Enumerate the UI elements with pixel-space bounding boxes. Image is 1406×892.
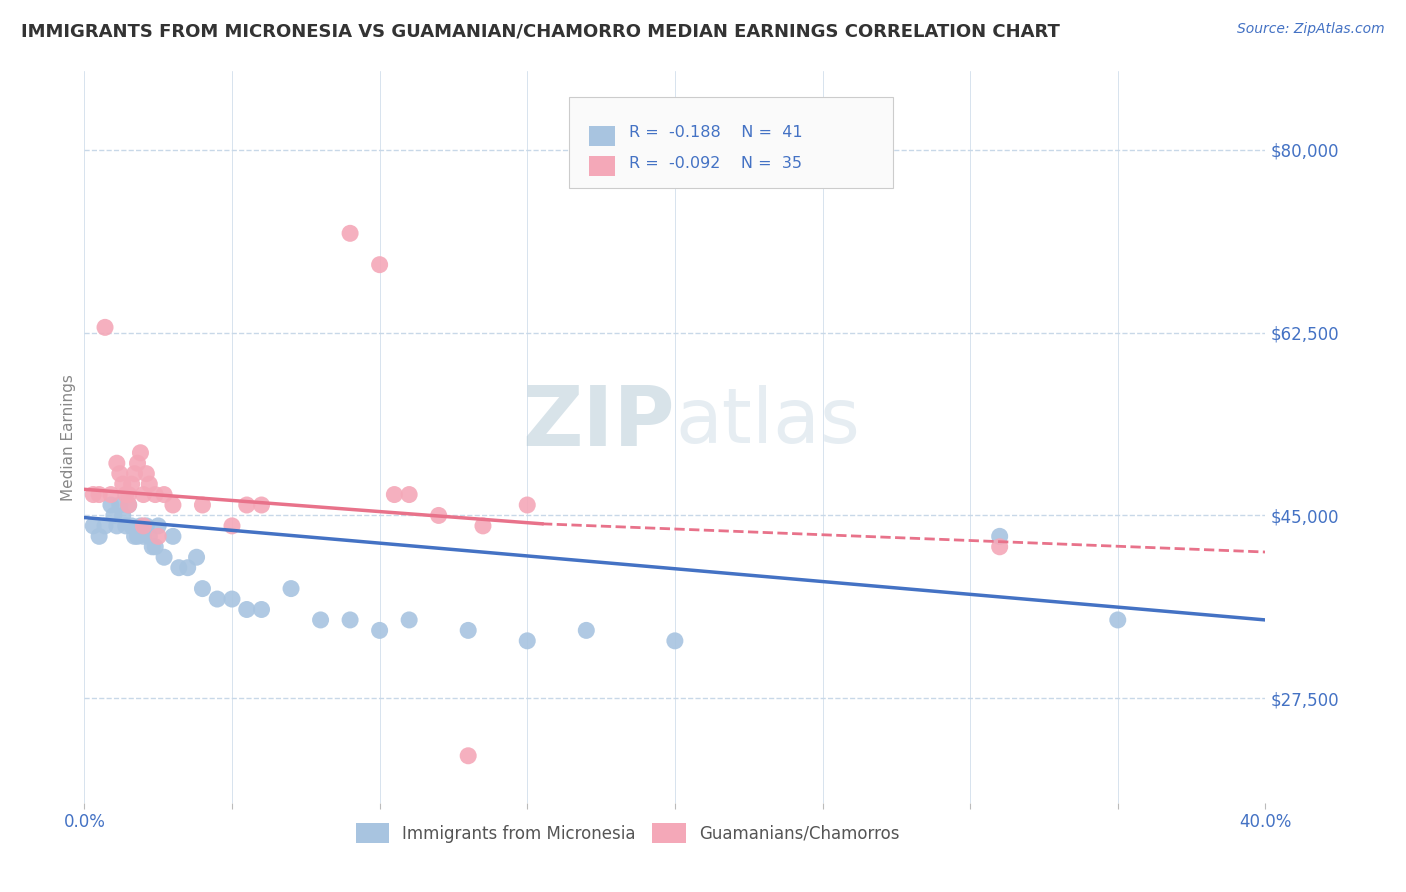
Text: Source: ZipAtlas.com: Source: ZipAtlas.com bbox=[1237, 22, 1385, 37]
Point bbox=[129, 519, 152, 533]
Point bbox=[516, 633, 538, 648]
Point bbox=[127, 529, 149, 543]
Point bbox=[186, 550, 208, 565]
Point bbox=[250, 602, 273, 616]
Point bbox=[82, 519, 104, 533]
Point bbox=[148, 529, 170, 543]
Point bbox=[132, 529, 155, 543]
Point bbox=[207, 592, 229, 607]
Point bbox=[339, 227, 361, 241]
Point bbox=[100, 498, 122, 512]
Point bbox=[143, 540, 166, 554]
Text: ZIP: ZIP bbox=[523, 382, 675, 463]
Text: R =  -0.188    N =  41: R = -0.188 N = 41 bbox=[628, 125, 803, 140]
Point bbox=[118, 498, 141, 512]
Point bbox=[167, 560, 190, 574]
Point bbox=[368, 258, 391, 272]
Point bbox=[118, 487, 141, 501]
Point bbox=[309, 613, 332, 627]
Point bbox=[398, 613, 420, 627]
Point bbox=[221, 519, 243, 533]
Point bbox=[114, 487, 136, 501]
Point bbox=[664, 633, 686, 648]
Point bbox=[108, 498, 131, 512]
Point bbox=[339, 613, 361, 627]
Point bbox=[398, 487, 420, 501]
Point bbox=[124, 467, 146, 481]
Point bbox=[138, 477, 160, 491]
Y-axis label: Median Earnings: Median Earnings bbox=[60, 374, 76, 500]
Point bbox=[135, 519, 157, 533]
Point bbox=[236, 498, 259, 512]
Point bbox=[457, 624, 479, 638]
Point bbox=[94, 320, 117, 334]
Point bbox=[236, 602, 259, 616]
Point bbox=[100, 487, 122, 501]
Text: atlas: atlas bbox=[675, 385, 859, 459]
Point bbox=[87, 487, 111, 501]
Point bbox=[105, 519, 128, 533]
Point bbox=[94, 519, 117, 533]
Point bbox=[153, 550, 176, 565]
Legend: Immigrants from Micronesia, Guamanians/Chamorros: Immigrants from Micronesia, Guamanians/C… bbox=[349, 817, 907, 849]
Point bbox=[988, 529, 1011, 543]
Point bbox=[138, 529, 160, 543]
Point bbox=[988, 540, 1011, 554]
Point bbox=[132, 487, 155, 501]
Point bbox=[82, 487, 104, 501]
Point bbox=[153, 487, 176, 501]
Point bbox=[114, 519, 136, 533]
Point bbox=[162, 498, 184, 512]
Point bbox=[111, 477, 134, 491]
FancyBboxPatch shape bbox=[568, 97, 893, 188]
Point bbox=[108, 467, 131, 481]
Text: R =  -0.092    N =  35: R = -0.092 N = 35 bbox=[628, 156, 801, 171]
Point bbox=[575, 624, 598, 638]
Point bbox=[148, 519, 170, 533]
Point bbox=[118, 498, 141, 512]
Point bbox=[132, 519, 155, 533]
Point bbox=[121, 519, 143, 533]
Point bbox=[87, 529, 111, 543]
Point bbox=[127, 456, 149, 470]
Point bbox=[103, 508, 125, 523]
Point bbox=[280, 582, 302, 596]
Point bbox=[111, 508, 134, 523]
Point bbox=[162, 529, 184, 543]
FancyBboxPatch shape bbox=[589, 126, 614, 146]
Point bbox=[250, 498, 273, 512]
Point bbox=[105, 456, 128, 470]
Point bbox=[221, 592, 243, 607]
Point bbox=[516, 498, 538, 512]
Point bbox=[121, 477, 143, 491]
Point bbox=[427, 508, 450, 523]
Point bbox=[177, 560, 200, 574]
Point bbox=[1107, 613, 1129, 627]
Point bbox=[135, 467, 157, 481]
Point bbox=[141, 540, 163, 554]
Point bbox=[368, 624, 391, 638]
Point bbox=[129, 446, 152, 460]
Point bbox=[191, 498, 214, 512]
Point bbox=[191, 582, 214, 596]
Point bbox=[382, 487, 406, 501]
Point bbox=[124, 529, 146, 543]
Point bbox=[457, 748, 479, 763]
Point bbox=[143, 487, 166, 501]
Point bbox=[472, 519, 495, 533]
Text: IMMIGRANTS FROM MICRONESIA VS GUAMANIAN/CHAMORRO MEDIAN EARNINGS CORRELATION CHA: IMMIGRANTS FROM MICRONESIA VS GUAMANIAN/… bbox=[21, 22, 1060, 40]
FancyBboxPatch shape bbox=[589, 156, 614, 177]
